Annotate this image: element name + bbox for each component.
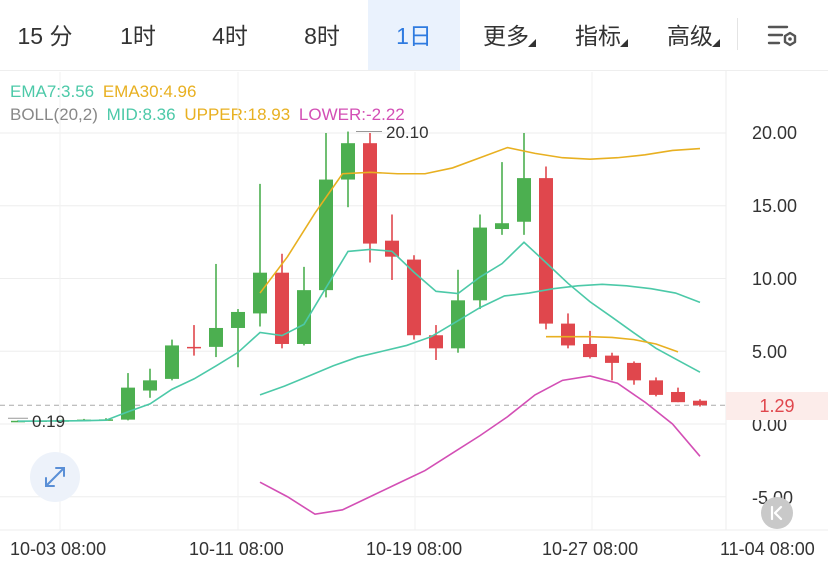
x-tick-label: 10-19 08:00 (366, 539, 463, 559)
high-price-label: 20.10 (386, 123, 429, 142)
candle-body (539, 178, 553, 324)
ema30-line (546, 335, 679, 353)
boll-legend: BOLL(20,2) MID:8.36 UPPER:18.93 LOWER:-2… (10, 105, 409, 125)
expand-icon (45, 467, 65, 487)
x-tick-label: 10-27 08:00 (542, 539, 639, 559)
ema-legend: EMA7:3.56 EMA30:4.96 (10, 82, 200, 102)
ema7-line (17, 241, 701, 423)
candle-body (209, 327, 223, 347)
fullscreen-button[interactable] (30, 452, 80, 502)
x-tick-label: 10-11 08:00 (189, 539, 284, 559)
tab-8h[interactable]: 8时 (304, 23, 340, 49)
current-price-tag: 1.29 (726, 392, 828, 420)
dropdown-triangle-icon (528, 39, 536, 47)
candle-body (297, 290, 311, 344)
ema7-value: EMA7:3.56 (10, 82, 95, 101)
candle-body (143, 380, 157, 391)
boll-lower-value: LOWER:-2.22 (298, 105, 405, 124)
candle-body (165, 345, 179, 379)
tab-indicators[interactable]: 指标 (552, 0, 644, 70)
candle-body (605, 355, 619, 363)
tab-separator (737, 18, 738, 50)
candle-body (693, 400, 707, 406)
boll-mid-value: MID:8.36 (106, 105, 176, 124)
candle-body (253, 272, 267, 314)
candle-body (341, 143, 355, 180)
dropdown-triangle-icon (620, 39, 628, 47)
tab-4h[interactable]: 4时 (212, 23, 248, 49)
candle-body (187, 346, 201, 349)
candle-body (385, 240, 399, 257)
dropdown-triangle-icon (712, 39, 720, 47)
candle-body (451, 300, 465, 349)
candle-body (495, 223, 509, 230)
candle-body (77, 419, 91, 422)
tab-1d[interactable]: 1日 (368, 0, 460, 70)
tab-15m[interactable]: 15 分 (17, 23, 73, 49)
y-tick-label: 20.00 (752, 123, 798, 143)
boll-label: BOLL(20,2) (10, 105, 98, 124)
candle-body (407, 259, 421, 336)
boll-upper-value: UPPER:18.93 (184, 105, 291, 124)
candle-body (319, 179, 333, 291)
y-tick-label: 10.00 (752, 269, 798, 289)
timeframe-tabs: 15 分 1时 4时 8时 1日 更多 指标 高级 (0, 0, 828, 70)
y-tick-label: 0.00 (752, 415, 788, 435)
y-tick-label: 15.00 (752, 196, 798, 216)
boll-lower-line (259, 375, 701, 516)
candle-body (275, 272, 289, 344)
tab-1h[interactable]: 1时 (120, 23, 156, 49)
tab-divider (0, 70, 828, 71)
candle-body (363, 143, 377, 244)
candle-body (671, 391, 685, 403)
ema30-value: EMA30:4.96 (102, 82, 197, 101)
y-tick-label: 5.00 (752, 342, 788, 362)
candle-body (583, 343, 597, 358)
candle-body (231, 311, 245, 328)
low-price-label: 0.19 (32, 412, 66, 431)
candle-body (121, 387, 135, 420)
candle-body (561, 323, 575, 346)
x-tick-label: 10-03 08:00 (10, 539, 107, 559)
tab-advanced[interactable]: 高级 (644, 0, 736, 70)
candle-body (649, 380, 663, 395)
boll-upper-line (259, 146, 701, 294)
candle-body (429, 335, 443, 349)
chart-settings-button[interactable] (738, 0, 828, 70)
candle-body (99, 419, 113, 421)
boll-mid-line (259, 283, 701, 396)
candle-body (11, 420, 25, 423)
x-tick-label: 11-04 08:00 (720, 539, 815, 559)
chart-settings-icon (767, 25, 797, 47)
candle-body (627, 362, 641, 381)
scroll-to-latest-button[interactable] (761, 497, 793, 529)
candle-body (473, 227, 487, 301)
tab-more[interactable]: 更多 (460, 0, 552, 70)
scroll-to-latest-icon (770, 505, 783, 521)
candle-body (517, 178, 531, 222)
